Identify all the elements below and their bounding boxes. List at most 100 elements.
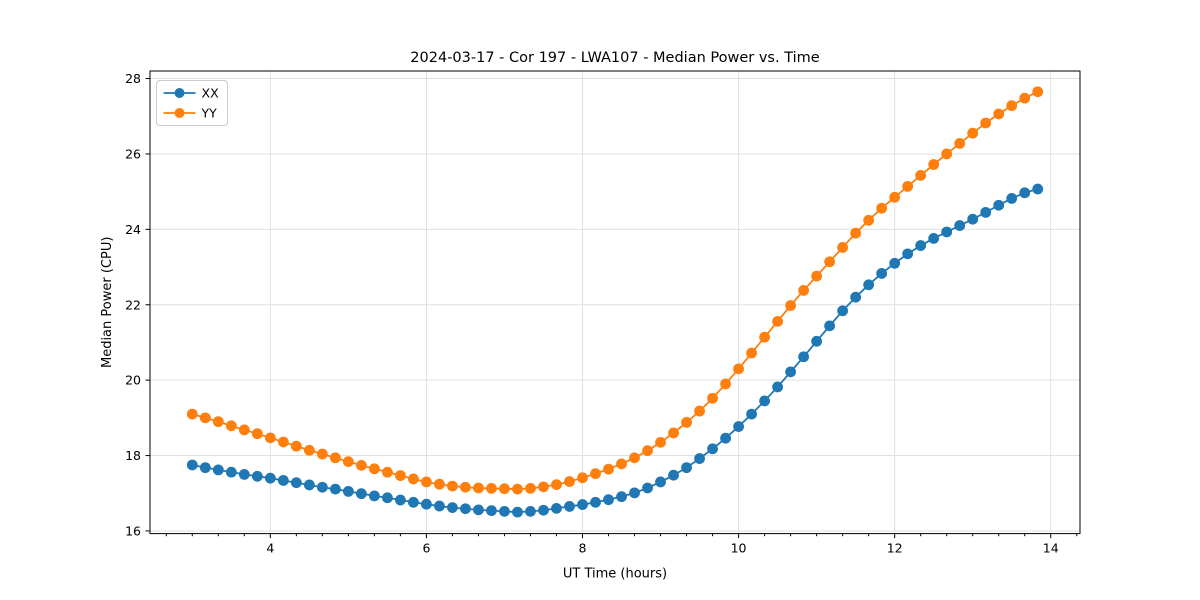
series-yy-marker [720, 378, 731, 390]
series-yy-marker [1006, 100, 1018, 112]
series-yy-marker [199, 412, 211, 424]
series-xx-marker [225, 466, 237, 478]
series-xx-marker [694, 453, 705, 464]
series-xx-marker [499, 505, 510, 517]
series-xx-marker [264, 472, 276, 484]
series-xx-markers [186, 183, 1044, 518]
series-yy-markers [186, 86, 1044, 495]
series-xx-marker [316, 481, 328, 493]
x-tick-label: 14 [1043, 541, 1059, 556]
series-xx-marker [212, 464, 224, 476]
series-xx-marker [889, 257, 901, 269]
plot-frame [149, 70, 1081, 535]
series-yy-marker [525, 482, 536, 494]
legend-label-xx: XX [202, 86, 220, 101]
series-xx-marker [303, 479, 315, 491]
series-yy-marker [707, 392, 718, 404]
series-yy-marker [421, 476, 432, 488]
legend: XX YY [156, 80, 228, 126]
x-tick-label: 8 [579, 541, 587, 556]
series-yy-marker [733, 363, 744, 375]
series-xx-marker [329, 483, 341, 495]
axis-ticks [145, 78, 1078, 539]
y-tick-label: 28 [125, 71, 141, 86]
series-yy-marker [473, 482, 484, 494]
series-yy-marker [772, 315, 783, 327]
series-yy-marker [798, 285, 810, 296]
series-xx-marker [395, 494, 406, 506]
series-yy-marker [863, 214, 875, 226]
y-tick-label: 20 [125, 373, 141, 388]
series-xx-marker [290, 477, 302, 489]
y-tick-label: 22 [125, 297, 141, 312]
series-yy-marker [238, 424, 250, 436]
series-xx-marker [915, 240, 927, 251]
series-yy-marker [408, 473, 419, 485]
x-tick-label: 6 [422, 541, 430, 556]
series-xx-marker [902, 248, 914, 260]
series-xx-marker [928, 233, 940, 244]
series-yy-marker [681, 416, 692, 428]
legend-item-yy: YY [163, 106, 217, 121]
series-yy-marker [277, 436, 289, 448]
series-yy-marker [355, 459, 367, 471]
grid [150, 71, 1080, 534]
series-xx-marker [772, 381, 783, 393]
series-yy-marker [889, 191, 901, 203]
series-xx-marker [512, 506, 523, 518]
series-yy-marker [447, 480, 458, 492]
series-yy-marker [928, 159, 940, 170]
series-xx-marker [368, 490, 380, 502]
y-axis-label: Median Power (CPU) [100, 237, 115, 368]
series-xx-marker [577, 499, 588, 510]
series-xx-marker [277, 475, 289, 486]
series-yy-marker [902, 180, 914, 192]
series-xx-marker [199, 462, 211, 474]
legend-swatch-xx [174, 88, 185, 98]
y-tick-label: 18 [125, 448, 141, 463]
series-yy-marker [564, 476, 575, 487]
series-yy-marker [303, 444, 315, 456]
series-xx-marker [993, 199, 1005, 211]
series-yy-marker [225, 420, 237, 432]
series-yy-marker [642, 445, 653, 457]
x-tick-label: 12 [887, 541, 903, 556]
series-xx-marker [486, 505, 497, 516]
legend-swatch-yy [174, 108, 185, 118]
series-yy-marker [915, 170, 927, 181]
series-xx-marker [863, 279, 875, 291]
series-xx-marker [342, 485, 354, 497]
series-xx-marker [551, 502, 562, 514]
series-xx-marker [629, 487, 640, 499]
series-xx-marker [421, 498, 432, 510]
series-xx-marker [954, 220, 966, 231]
series-xx-marker [824, 320, 836, 332]
series-yy-marker [785, 300, 797, 311]
series-xx-marker [798, 351, 810, 363]
series-yy-marker [759, 331, 770, 343]
series-yy-marker [850, 227, 862, 239]
series-xx-marker [1032, 183, 1044, 195]
x-tick-label: 4 [266, 541, 274, 556]
series-yy-marker [746, 347, 757, 359]
series-yy-marker [212, 416, 224, 428]
series-yy-marker [603, 463, 614, 475]
series-xx-marker [355, 488, 367, 500]
series-yy-marker [538, 481, 549, 493]
series-xx-marker [251, 470, 263, 482]
y-tick-label: 26 [125, 146, 141, 161]
series-xx-marker [746, 408, 757, 420]
series-yy-marker [368, 463, 380, 475]
series-yy-marker [980, 117, 992, 129]
series-xx-marker [616, 491, 627, 503]
series-yy-marker [941, 148, 953, 160]
series-yy-marker [434, 478, 445, 490]
series-yy-marker [499, 483, 510, 495]
series-xx-marker [447, 502, 458, 513]
series-xx-marker [186, 459, 198, 471]
series-xx-marker [707, 443, 718, 455]
series-xx-marker [967, 213, 979, 225]
y-tick-label: 24 [125, 222, 141, 237]
series-yy-marker [616, 458, 627, 470]
